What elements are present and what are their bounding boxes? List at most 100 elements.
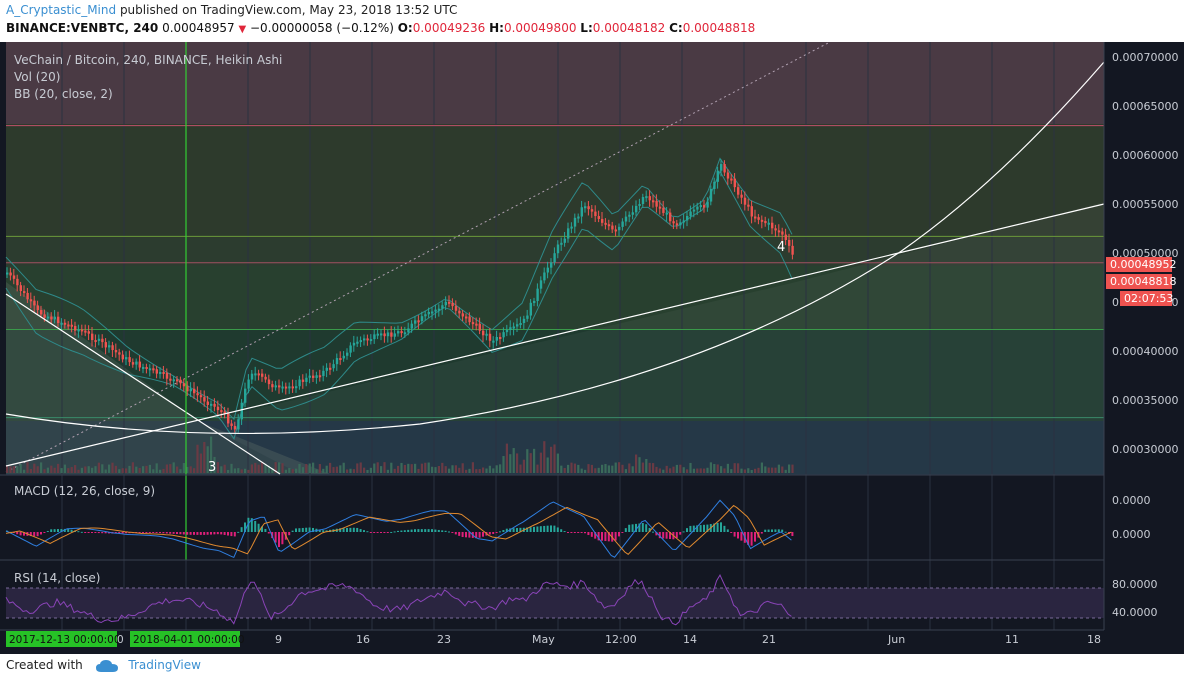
volume-bar [318, 464, 321, 473]
candle-body [230, 423, 233, 426]
volume-bar [142, 466, 145, 473]
macd-histogram-bar [539, 526, 542, 532]
candle-body [250, 373, 254, 380]
candle-body [519, 323, 522, 326]
macd-histogram-bar [635, 523, 637, 532]
candle-body [730, 178, 733, 181]
volume-bar [720, 466, 723, 473]
volume-bar [383, 462, 386, 473]
candle-body [539, 280, 543, 289]
volume-bar [325, 465, 328, 473]
macd-histogram-bar [764, 529, 767, 532]
macd-histogram-bar [386, 532, 389, 533]
volume-bar [509, 454, 512, 473]
macd-histogram-bar [502, 530, 505, 532]
candle-body [349, 345, 352, 353]
candle-body [536, 288, 539, 301]
chart-canvas[interactable]: 3 4 VeChain / Bitcoin, 240, BINANCE, Hei… [0, 42, 1184, 654]
volume-bar [454, 465, 457, 473]
macd-histogram-bar [390, 531, 393, 533]
candle-body [550, 262, 553, 268]
candle-body [257, 373, 260, 376]
candle-body [33, 300, 36, 306]
macd-tick-2: 0.0000 [1112, 528, 1151, 541]
time-highlight-1-text: 2017-12-13 00:00:00 [9, 634, 121, 646]
candle-body [74, 325, 77, 331]
macd-histogram-bar [288, 532, 291, 536]
candle-body [454, 306, 458, 311]
volume-bar [46, 467, 49, 473]
candle-body [716, 170, 719, 182]
candle-body [240, 402, 243, 420]
macd-histogram-bar [363, 530, 365, 532]
candle-body [485, 333, 488, 336]
volume-bar [322, 468, 325, 473]
candle-body [397, 331, 400, 334]
macd-histogram-bar [533, 526, 535, 532]
volume-bar [264, 464, 267, 473]
candle-body [784, 234, 787, 240]
candle-body [77, 329, 80, 332]
macd-histogram-bar [63, 528, 66, 532]
volume-bar [261, 462, 264, 473]
candle-body [492, 340, 495, 343]
candle-body [244, 388, 247, 403]
volume-bar [301, 467, 304, 473]
volume-bar [672, 466, 675, 473]
volume-bar [771, 467, 774, 473]
volume-bar [356, 463, 359, 473]
candle-body [261, 373, 264, 377]
macd-histogram-bar [696, 525, 699, 532]
candle-body [199, 395, 203, 398]
candle-body [23, 291, 26, 294]
last-price-badge-text: 0.00048952 [1110, 258, 1176, 271]
candle-body [580, 207, 583, 217]
volume-bar [482, 467, 485, 473]
volume-bar [138, 468, 141, 473]
volume-bar [186, 466, 189, 473]
candle-body [19, 285, 22, 292]
volume-bar [638, 457, 641, 473]
volume-bar [784, 469, 787, 473]
macd-histogram-bar [213, 532, 216, 535]
tradingview-link[interactable]: TradingView [128, 658, 201, 672]
volume-bar [760, 462, 763, 473]
macd-histogram-bar [458, 532, 461, 536]
symbol-label: BINANCE:VENBTC, 240 [6, 21, 159, 35]
macd-histogram-bar [237, 531, 240, 533]
volume-bar [468, 468, 471, 473]
candle-body [247, 379, 250, 389]
candle-body [63, 322, 67, 325]
volume-bar [488, 465, 491, 473]
author-link[interactable]: A_Cryptastic_Mind [6, 3, 117, 17]
price-axis[interactable] [1104, 42, 1184, 654]
candle-body [760, 219, 764, 222]
macd-histogram-bar [397, 530, 399, 532]
macd-histogram-bar [254, 520, 257, 532]
macd-histogram-bar [478, 532, 481, 538]
macd-histogram-bar [210, 532, 212, 535]
candle-body [210, 403, 213, 406]
candle-body [233, 425, 237, 430]
zone-top [6, 42, 1104, 124]
volume-bar [580, 468, 583, 473]
candle-body [563, 238, 566, 243]
candle-body [322, 370, 325, 377]
candle-body [737, 187, 740, 195]
volume-bar [53, 467, 56, 473]
volume-bar [567, 464, 570, 473]
candle-body [169, 378, 172, 381]
macd-histogram-bar [70, 529, 73, 532]
candle-body [70, 324, 73, 327]
footer: Created with TradingView [6, 658, 201, 673]
candle-body [186, 386, 189, 392]
macd-histogram-bar [553, 525, 556, 532]
macd-histogram-bar [597, 532, 600, 541]
macd-histogram-bar [747, 532, 750, 545]
macd-signal-line [5, 504, 792, 555]
volume-bar [539, 452, 542, 473]
candle-body [723, 164, 726, 173]
time-labels: 9 16 23 May 12:00 14 21 Jun 11 18 [275, 633, 1101, 646]
volume-bar [159, 469, 162, 473]
candle-body [315, 375, 318, 378]
